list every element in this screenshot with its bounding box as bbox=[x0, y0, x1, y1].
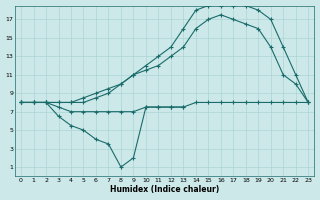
X-axis label: Humidex (Indice chaleur): Humidex (Indice chaleur) bbox=[110, 185, 219, 194]
